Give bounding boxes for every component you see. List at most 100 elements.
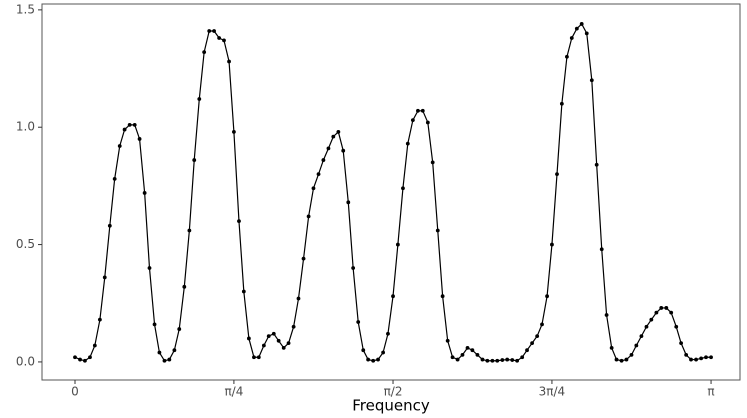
data-point <box>341 148 346 153</box>
x-axis-title: Frequency <box>352 397 430 415</box>
data-point <box>410 118 415 123</box>
data-point <box>177 327 182 331</box>
data-point <box>102 275 107 280</box>
data-point <box>555 172 559 177</box>
data-point <box>73 355 77 360</box>
data-point <box>644 324 649 329</box>
data-point <box>311 186 316 191</box>
data-point <box>659 306 664 310</box>
data-point <box>639 334 644 339</box>
data-point <box>321 158 326 162</box>
data-point <box>694 357 698 362</box>
data-point <box>97 317 102 322</box>
data-point <box>266 334 271 339</box>
data-point <box>147 266 152 270</box>
data-point <box>351 266 356 270</box>
x-tick-label: 0 <box>71 385 79 399</box>
y-tick-label: 1.5 <box>16 2 35 16</box>
data-point <box>594 162 599 167</box>
data-point <box>530 341 534 346</box>
data-point <box>137 137 142 141</box>
y-tick-label: 0.5 <box>16 237 35 251</box>
data-point <box>609 345 614 350</box>
data-point <box>127 122 132 127</box>
x-tick-label: π/4 <box>224 385 243 399</box>
data-point <box>629 352 634 357</box>
data-point <box>227 59 231 64</box>
data-point <box>222 38 226 43</box>
data-point <box>614 357 619 362</box>
data-point <box>579 22 584 26</box>
data-point <box>405 141 410 146</box>
data-point <box>679 341 683 346</box>
data-point <box>152 322 157 327</box>
data-point <box>435 228 440 233</box>
data-point <box>450 355 455 360</box>
data-point <box>604 313 609 317</box>
data-point <box>559 101 564 106</box>
data-point <box>217 36 222 40</box>
data-point <box>649 317 654 322</box>
data-point <box>401 186 405 191</box>
data-point <box>391 294 395 299</box>
data-point <box>252 355 256 360</box>
data-point <box>704 355 708 360</box>
data-line <box>74 22 712 362</box>
data-point <box>689 357 693 362</box>
data-point <box>132 122 137 127</box>
data-point <box>470 348 475 353</box>
data-point <box>624 357 629 362</box>
data-point <box>142 191 147 195</box>
data-point <box>599 247 604 252</box>
data-point <box>92 343 97 348</box>
data-point <box>112 176 117 181</box>
data-point <box>261 343 266 348</box>
data-point <box>709 355 713 360</box>
data-point <box>485 358 490 363</box>
data-point <box>425 120 430 125</box>
data-point <box>535 334 540 339</box>
data-point <box>157 350 162 355</box>
data-point <box>187 228 192 233</box>
data-point <box>366 357 371 362</box>
data-point <box>440 294 445 299</box>
data-point <box>88 355 92 360</box>
data-point <box>286 341 291 346</box>
data-point <box>276 338 281 343</box>
data-point <box>271 331 276 336</box>
data-point <box>540 322 544 327</box>
data-point <box>480 357 485 362</box>
data-point <box>241 289 246 294</box>
data-point <box>336 130 341 134</box>
data-point <box>455 357 460 362</box>
data-point <box>420 108 425 113</box>
data-point <box>381 350 386 355</box>
data-point <box>565 54 569 59</box>
y-tick-label: 1.0 <box>16 120 35 134</box>
data-point <box>212 29 216 33</box>
data-point <box>281 345 286 350</box>
data-point <box>505 357 510 362</box>
data-point <box>162 358 167 363</box>
data-point <box>445 338 450 343</box>
data-point <box>490 358 495 363</box>
data-point <box>346 200 351 205</box>
data-point <box>296 296 301 301</box>
data-point <box>306 214 311 219</box>
data-point <box>167 357 172 362</box>
data-point <box>331 134 336 139</box>
data-point <box>500 358 505 362</box>
data-point <box>192 158 197 162</box>
data-point <box>634 343 639 348</box>
data-point <box>684 352 689 357</box>
data-point <box>525 348 529 353</box>
data-point <box>664 306 669 310</box>
data-point <box>232 130 236 134</box>
data-point <box>584 31 589 36</box>
data-point <box>256 355 261 360</box>
data-point <box>301 256 306 261</box>
data-point <box>237 219 241 224</box>
data-point <box>78 357 82 362</box>
data-point <box>291 324 296 329</box>
